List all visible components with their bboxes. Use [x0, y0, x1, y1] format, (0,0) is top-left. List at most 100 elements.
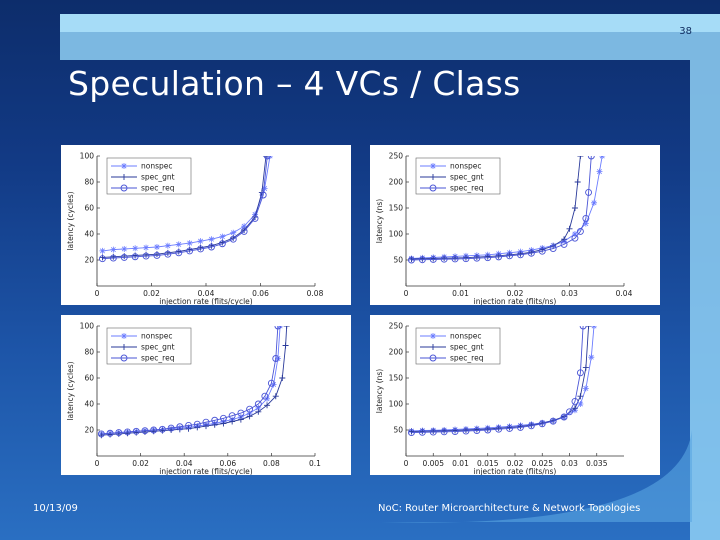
data-point-spec_req	[237, 409, 245, 417]
data-point-spec_req	[211, 416, 219, 424]
series-line-spec_req	[411, 326, 584, 434]
data-point-nonspec	[153, 244, 160, 250]
data-point-spec_req	[120, 253, 128, 261]
data-point-spec_req	[267, 379, 275, 387]
plot-area	[99, 156, 274, 263]
data-point-spec_req	[571, 397, 579, 405]
legend-marker	[430, 163, 436, 169]
y-tick-label: 100	[389, 400, 404, 409]
data-point-spec_req	[150, 426, 158, 434]
data-point-spec_req	[246, 405, 254, 413]
data-point-nonspec	[255, 404, 262, 411]
y-tick-label: 150	[389, 204, 404, 213]
legend-marker	[430, 174, 436, 180]
data-point-nonspec	[110, 246, 117, 253]
x-tick-label: 0.08	[307, 289, 324, 298]
plot-area	[408, 326, 598, 437]
x-tick-label: 0.06	[252, 289, 269, 298]
data-point-nonspec	[582, 385, 589, 392]
data-point-spec_gnt	[203, 423, 209, 430]
x-axis-label: injection rate (flits/ns)	[474, 297, 557, 305]
data-point-spec_req	[153, 251, 161, 259]
data-point-spec_gnt	[283, 326, 290, 329]
data-point-spec_req	[451, 428, 459, 436]
data-point-spec_req	[579, 326, 587, 330]
x-tick-label: 0.01	[452, 459, 469, 468]
data-point-nonspec	[588, 354, 595, 361]
data-point-spec_req	[462, 427, 470, 435]
legend-label: spec_req	[450, 354, 484, 363]
chart-top-right: 0 0.01 0.02 0.03 0.04 50 100 150 200 250 injection…	[370, 145, 660, 305]
data-point-nonspec	[591, 199, 598, 206]
y-axis-label: latency (cycles)	[66, 361, 75, 420]
y-tick-label: 200	[389, 178, 404, 187]
legend-label: nonspec	[450, 332, 482, 341]
data-point-spec_req	[99, 255, 106, 263]
x-tick-label: 0.03	[561, 459, 578, 468]
legend-marker	[121, 174, 127, 180]
data-point-spec_req	[164, 250, 172, 258]
legend-label: spec_gnt	[141, 173, 175, 182]
y-tick-label: 20	[84, 256, 94, 265]
chart-bottom-right: 0 0.005 0.01 0.015 0.02 0.025 0.03 0.035 50 100 15…	[370, 315, 660, 475]
x-tick-label: 0.02	[507, 459, 524, 468]
legend-label: spec_req	[141, 354, 175, 363]
y-tick-label: 60	[84, 204, 94, 213]
plot-area	[408, 156, 606, 264]
slide-title: Speculation – 4 VCs / Class	[68, 64, 521, 103]
x-tick-label: 0.08	[263, 459, 280, 468]
legend-marker	[430, 333, 436, 339]
data-point-spec_req	[495, 425, 503, 433]
data-point-spec_gnt	[272, 393, 279, 400]
x-tick-label: 0.06	[219, 459, 236, 468]
data-point-spec_req	[576, 369, 584, 377]
data-point-spec_req	[566, 408, 573, 416]
data-point-spec_req	[193, 420, 201, 428]
data-point-spec_req	[549, 245, 557, 253]
data-point-spec_req	[228, 412, 236, 420]
x-tick-label: 0.04	[176, 459, 193, 468]
data-point-spec_req	[587, 156, 595, 160]
data-point-spec_req	[254, 400, 262, 408]
data-point-nonspec	[274, 355, 281, 362]
data-point-nonspec	[599, 156, 606, 159]
y-tick-label: 250	[389, 322, 404, 331]
y-tick-label: 80	[84, 178, 94, 187]
data-point-spec_req	[185, 421, 193, 429]
data-point-spec_req	[495, 253, 503, 261]
x-tick-label: 0	[95, 459, 100, 468]
data-point-nonspec	[571, 231, 578, 237]
data-point-spec_gnt	[585, 326, 592, 329]
data-point-spec_req	[106, 429, 114, 437]
data-point-spec_gnt	[279, 375, 286, 381]
data-point-spec_req	[418, 256, 426, 264]
y-tick-label: 250	[389, 152, 404, 161]
data-point-nonspec	[577, 401, 584, 407]
data-point-spec_req	[549, 417, 557, 425]
data-point-nonspec	[261, 185, 268, 192]
data-point-spec_req	[462, 255, 470, 263]
data-point-spec_req	[560, 240, 568, 248]
data-point-spec_req	[473, 427, 481, 434]
x-tick-label: 0.02	[143, 289, 160, 298]
data-point-spec_req	[259, 191, 267, 199]
data-point-nonspec	[230, 229, 237, 236]
y-axis-label: latency (ns)	[375, 369, 384, 414]
data-point-nonspec	[246, 410, 253, 417]
chart-bottom-left: 0 0.02 0.04 0.06 0.08 0.1 20 40 60 80 100 injection…	[61, 315, 351, 475]
data-point-spec_req	[440, 428, 448, 436]
legend-label: spec_gnt	[450, 343, 484, 352]
data-point-spec_req	[207, 243, 215, 251]
data-point-spec_req	[538, 420, 546, 428]
data-point-spec_req	[229, 235, 237, 243]
data-point-spec_req	[473, 254, 481, 262]
data-point-nonspec	[197, 238, 204, 245]
data-point-spec_req	[176, 423, 184, 431]
legend-label: nonspec	[450, 162, 482, 171]
data-point-spec_req	[585, 188, 593, 196]
data-point-spec_req	[142, 252, 150, 260]
legend-label: spec_req	[141, 184, 175, 193]
top-bar	[60, 14, 720, 32]
data-point-spec_req	[582, 214, 590, 222]
